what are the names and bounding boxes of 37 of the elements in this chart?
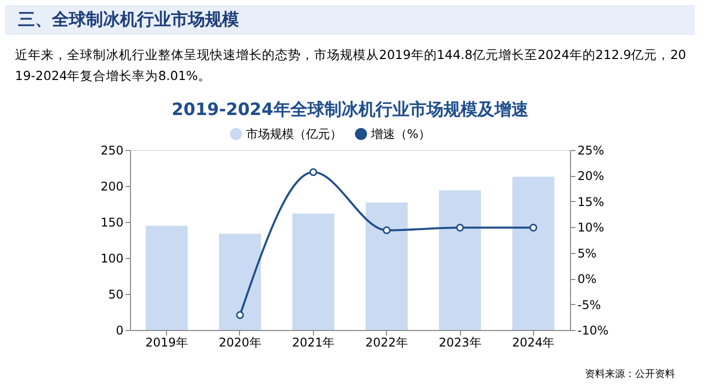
text: 三、全球制冰机行业市场规模 <box>18 10 239 30</box>
y2-tick-label: -5% <box>578 298 601 312</box>
x-tick-label: 2023年 <box>438 336 482 350</box>
y-tick-label: 200 <box>100 180 124 194</box>
y-tick-label: 250 <box>100 144 124 158</box>
point <box>309 168 318 176</box>
point <box>236 311 244 319</box>
x-tick-label: 2022年 <box>365 336 408 350</box>
y2-tick-label: 5% <box>578 246 597 260</box>
y2-tick-label: 15% <box>578 194 604 209</box>
legend-label: 市场规模（亿元） <box>246 127 342 141</box>
y2-tick-label: 25% <box>578 144 604 158</box>
text: 资料来源：公开资料 <box>585 368 675 380</box>
bar <box>366 202 408 330</box>
x-tick-label: 2024年 <box>512 336 555 350</box>
chart-subtitle: 近年来，全球制冰机行业整体呈现快速增长的态势，市场规模从2019年的144.8亿元增长至2024年的212.9亿元，2019-2024年复合增长率为8.01%。 <box>15 47 686 83</box>
point <box>529 224 538 232</box>
y-tick-label: 100 <box>100 252 124 266</box>
bar <box>439 190 481 330</box>
y2-tick-label: -10% <box>578 324 609 338</box>
bar <box>512 176 554 330</box>
y-tick-label: 150 <box>100 216 124 230</box>
bar <box>219 234 261 330</box>
x-tick-label: 2021年 <box>292 336 335 350</box>
bar <box>292 214 334 330</box>
y-tick-label: 50 <box>108 288 124 302</box>
x-tick-label: 2019年 <box>145 336 188 350</box>
bar <box>146 226 188 330</box>
chart-title: 2019-2024年全球制冰机行业市场规模及增速 <box>172 100 528 120</box>
point <box>382 226 391 234</box>
legend-label: 增速（%） <box>370 127 430 141</box>
y2-tick-label: 10% <box>578 220 604 235</box>
y2-tick-label: 20% <box>578 169 604 184</box>
x-tick-label: 2020年 <box>218 336 262 350</box>
y2-tick-label: 0% <box>578 272 597 286</box>
y-tick-label: 0 <box>116 324 124 338</box>
point <box>456 224 464 232</box>
